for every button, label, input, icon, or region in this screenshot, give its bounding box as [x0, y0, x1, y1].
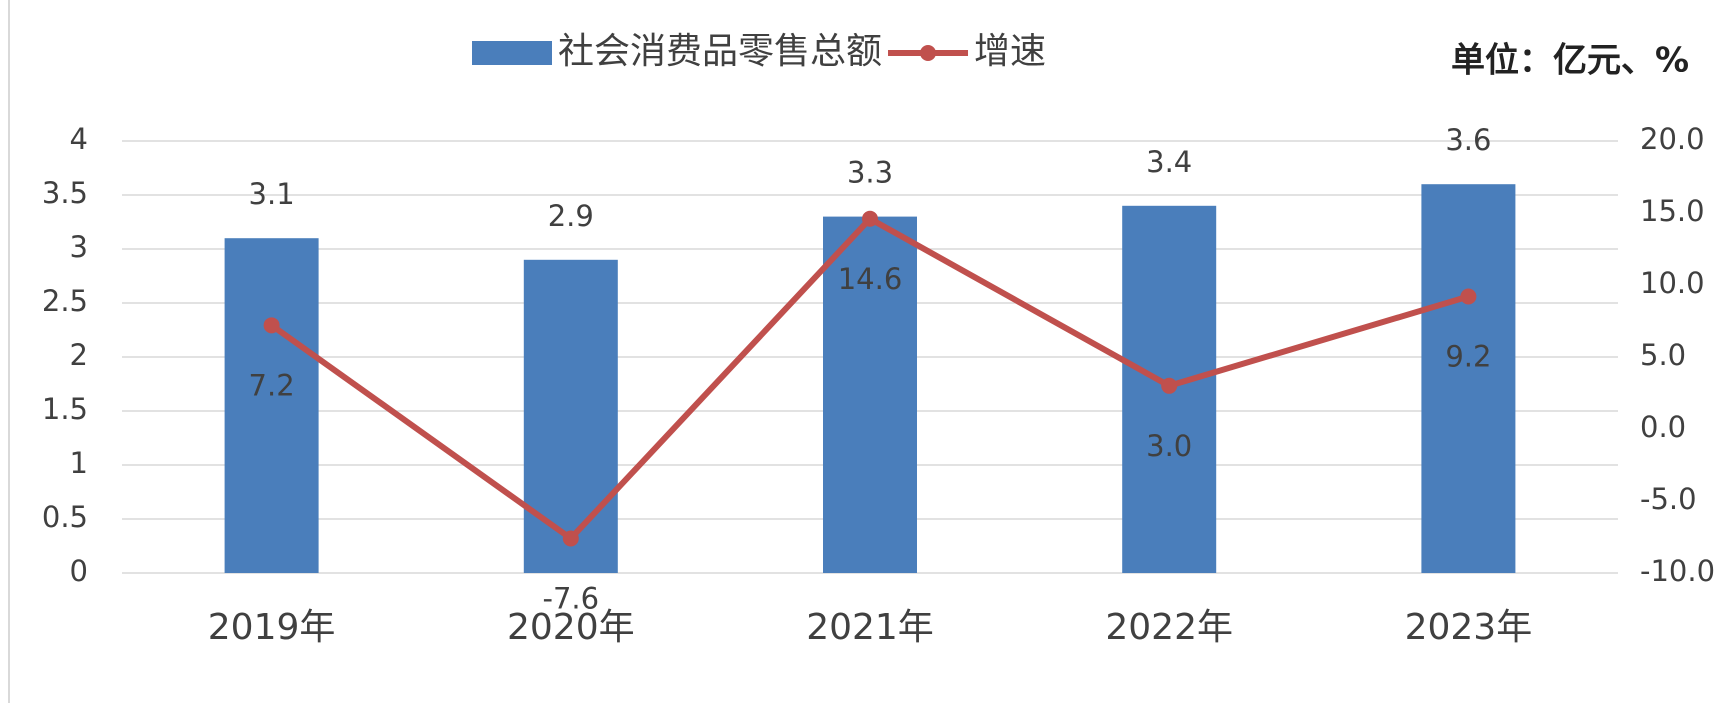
line-marker [1460, 288, 1477, 305]
y-tick-label: 4 [70, 122, 88, 156]
y-tick-label: 0 [70, 554, 88, 588]
y-tick-label: 3.5 [42, 176, 88, 210]
unit-annotation: 单位：亿元、% [1451, 41, 1689, 81]
y2-tick-label: 20.0 [1640, 122, 1705, 156]
bar-value-label: 3.1 [249, 177, 295, 211]
y2-tick-label: 15.0 [1640, 194, 1705, 228]
bar-value-label: 2.9 [548, 199, 594, 233]
y-tick-label: 0.5 [42, 500, 88, 534]
line-value-label: 14.6 [838, 262, 903, 296]
y2-tick-label: -10.0 [1640, 554, 1715, 588]
line-marker [1161, 377, 1178, 394]
line-value-label: 3.0 [1146, 429, 1192, 463]
x-tick-label: 2019年 [208, 607, 336, 648]
y2-tick-label: 10.0 [1640, 266, 1705, 300]
x-tick-label: 2020年 [507, 607, 635, 648]
x-tick-label: 2023年 [1405, 607, 1533, 648]
y2-tick-label: -5.0 [1640, 482, 1697, 516]
y2-tick-label: 5.0 [1640, 338, 1686, 372]
bar [224, 238, 319, 573]
legend-label: 社会消费品零售总额 [558, 31, 882, 72]
y2-tick-label: 0.0 [1640, 410, 1686, 444]
bar-value-label: 3.3 [847, 156, 893, 190]
y-tick-label: 2 [70, 338, 88, 372]
bar-value-label: 3.4 [1146, 145, 1192, 179]
line-marker [263, 317, 280, 334]
legend-marker [920, 45, 937, 61]
bar [523, 259, 618, 573]
line-marker [562, 530, 579, 547]
bar [823, 216, 917, 573]
y-tick-label: 1.5 [42, 392, 88, 426]
y-tick-label: 2.5 [42, 284, 88, 318]
line-marker [862, 210, 878, 227]
legend-label: 增速 [974, 31, 1046, 72]
y-tick-label: 1 [70, 446, 88, 480]
line-value-label: 7.2 [249, 368, 295, 402]
x-tick-label: 2022年 [1105, 607, 1233, 648]
x-tick-label: 2021年 [806, 607, 934, 648]
bar [1421, 184, 1516, 573]
bar-value-label: 3.6 [1445, 123, 1491, 157]
line-value-label: 9.2 [1445, 340, 1491, 374]
legend-swatch [472, 41, 552, 65]
line-value-label: -7.6 [543, 581, 600, 615]
y-tick-label: 3 [70, 230, 88, 264]
